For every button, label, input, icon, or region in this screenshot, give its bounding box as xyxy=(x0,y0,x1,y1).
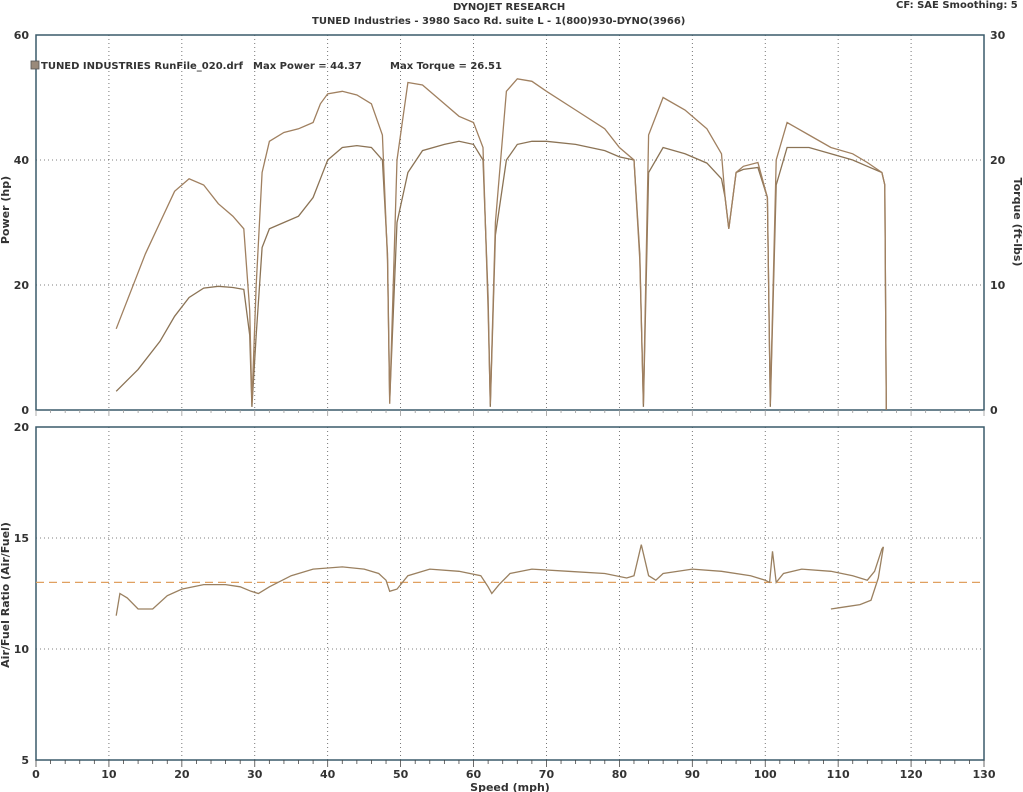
power-tick-label: 0 xyxy=(21,404,29,417)
chart-subtitle: TUNED Industries - 3980 Saco Rd. suite L… xyxy=(312,16,686,27)
legend-max-torque: Max Torque = 26.51 xyxy=(390,61,502,72)
power-torque-grid xyxy=(36,35,984,410)
speed-tick-label: 130 xyxy=(973,768,996,781)
torque-series-line xyxy=(115,78,887,411)
speed-tick-label: 70 xyxy=(539,768,555,781)
afr-tick-label: 20 xyxy=(14,421,30,434)
power-torque-plot-frame xyxy=(35,34,985,411)
speed-tick-label: 100 xyxy=(754,768,777,781)
torque-tick-label: 30 xyxy=(990,29,1006,42)
legend-run-name: TUNED INDUSTRIES RunFile_020.drf xyxy=(41,61,244,72)
speed-tick-label: 40 xyxy=(320,768,336,781)
speed-tick-label: 120 xyxy=(900,768,923,781)
power-tick-label: 20 xyxy=(14,279,30,292)
speed-tick-label: 0 xyxy=(32,768,40,781)
afr-grid xyxy=(36,427,984,760)
speed-tick-label: 110 xyxy=(827,768,850,781)
legend-swatch xyxy=(30,60,40,70)
afr-tick-label: 5 xyxy=(21,754,29,767)
afr-tick-label: 15 xyxy=(14,532,29,545)
torque-tick-label: 0 xyxy=(990,404,998,417)
afr-axis-label: Air/Fuel Ratio (Air/Fuel) xyxy=(0,522,12,668)
speed-tick-label: 60 xyxy=(466,768,482,781)
afr-series-line xyxy=(115,544,885,616)
power-axis-label: Power (hp) xyxy=(0,176,12,244)
power-tick-label: 60 xyxy=(14,29,30,42)
speed-tick-label: 30 xyxy=(247,768,263,781)
chart-title: DYNOJET RESEARCH xyxy=(453,2,566,13)
speed-tick-label: 20 xyxy=(174,768,190,781)
afr-tick-label: 10 xyxy=(14,643,30,656)
torque-tick-label: 10 xyxy=(990,279,1006,292)
speed-tick-label: 50 xyxy=(393,768,409,781)
power-tick-label: 40 xyxy=(14,154,30,167)
speed-tick-label: 10 xyxy=(101,768,117,781)
afr-plot-frame xyxy=(35,426,985,761)
legend-max-power: Max Power = 44.37 xyxy=(253,61,362,72)
speed-axis-label: Speed (mph) xyxy=(470,781,550,792)
torque-axis-label: Torque (ft-lbs) xyxy=(1011,178,1023,267)
torque-tick-label: 20 xyxy=(990,154,1006,167)
speed-tick-label: 90 xyxy=(685,768,701,781)
speed-tick-label: 80 xyxy=(612,768,628,781)
settings-readout: CF: SAE Smoothing: 5 xyxy=(896,0,1018,11)
